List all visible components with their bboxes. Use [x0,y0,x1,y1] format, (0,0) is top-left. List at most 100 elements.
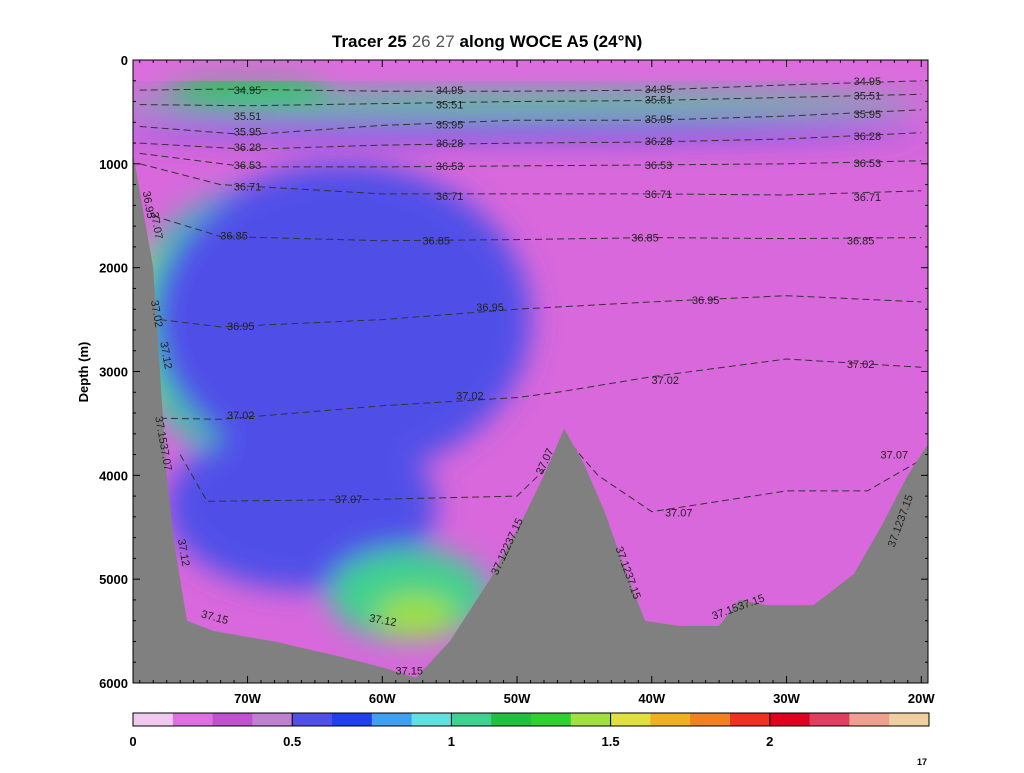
contour-label: 35.51 [234,111,262,123]
colorbar-tick-label: 2 [766,734,773,749]
contour-label: 37.02 [456,390,484,402]
contour-label: 37.02 [227,410,255,422]
contour-label: 35.51 [436,100,464,112]
contour-label: 35.95 [234,127,262,139]
contour-label: 34.95 [436,85,464,97]
title-part-2: 26 [412,32,431,51]
y-axis-label: Depth (m) [76,342,91,403]
y-tick-label: 6000 [99,676,128,691]
contour-label: 36.53 [234,160,262,172]
contour-label: 37.07 [881,450,909,462]
contour-label: 36.28 [645,136,673,148]
colorbar-swatch [610,713,651,726]
contour-label: 37.15 [395,666,423,678]
y-tick-label: 5000 [99,572,128,587]
contour-label: 36.28 [234,142,262,154]
field-blob-3 [153,163,531,476]
contour-label: 36.85 [220,230,248,242]
colorbar: 0 0.5 1 1.5 2 [129,712,930,749]
colorbar-swatch [690,713,731,726]
density-contours [139,80,922,513]
y-tick-label: 0 [121,53,128,68]
colorbar-swatch [332,713,373,726]
title-part-3: 27 [436,32,455,51]
contour-label: 35.95 [436,119,464,131]
colorbar-swatch [769,713,811,726]
colorbar-swatch [133,713,174,726]
colorbar-swatch [889,713,930,726]
contour-label: 35.95 [854,109,882,121]
x-tick-label: 60W [369,691,396,706]
field-shading [133,73,922,642]
colorbar-swatch [371,713,413,726]
contour-label: 36.85 [631,233,659,245]
colorbar-tick-label: 0.5 [283,734,301,749]
contour-line-36-53 [139,152,922,168]
contour-label: 35.95 [645,114,673,126]
title-part-1: Tracer 25 [332,32,407,51]
contour-label: 36.53 [645,160,673,172]
x-tick-label: 50W [504,691,531,706]
contour-label: 35.51 [854,90,882,102]
contour-line-35-51 [139,93,922,107]
contour-label: 36.85 [422,236,450,248]
chart-title: Tracer 25 26 27 along WOCE A5 (24°N) [332,32,642,51]
contour-line-36-28 [139,132,922,150]
colorbar-swatch [730,713,771,726]
field-blob-4 [166,423,437,590]
x-tick-label: 20W [908,691,935,706]
x-tick-label: 70W [234,691,261,706]
contour-line-37-07 [179,443,922,513]
contour-label: 36.28 [854,131,882,143]
contour-label: 37.12 [368,613,397,630]
contour-line-37-02 [159,358,922,420]
colorbar-swatch [411,713,452,726]
contour-line-34-95 [139,80,922,92]
contour-label: 36.95 [140,190,157,219]
colorbar-swatch [252,713,293,726]
colorbar-swatch [650,713,691,726]
contour-label: 36.71 [436,191,464,203]
contour-label: 37.12 [157,341,174,370]
contour-label: 36.71 [854,192,882,204]
contour-label: 34.95 [234,85,262,97]
field-blob-9 [133,124,922,139]
contour-label: 37.02 [148,299,165,328]
colorbar-swatch [849,713,890,726]
contour-label: 34.95 [645,84,673,96]
colorbar-tick-label: 0 [129,734,136,749]
contour-label: 36.95 [227,321,255,333]
contour-label: 36.85 [847,236,875,248]
colorbar-swatch [491,713,532,726]
x-axis: 70W 60W 50W 40W 30W 20W [139,60,935,706]
contour-label: 37.02 [651,375,679,387]
colorbar-swatch [809,713,850,726]
contour-label: 37.12 [175,538,192,567]
contour-label: 37.07 [335,494,363,506]
y-tick-label: 1000 [99,157,128,172]
contour-line-35-95 [139,109,922,136]
contour-label: 37.07 [665,508,693,520]
contour-label: 35.51 [645,94,673,106]
title-part-4: along WOCE A5 (24°N) [460,32,643,51]
y-axis: 0 1000 2000 3000 4000 5000 6000 [99,53,928,691]
y-tick-label: 3000 [99,365,128,380]
contour-line-36-71 [139,163,922,196]
colorbar-swatch [292,713,333,726]
x-tick-label: 30W [773,691,800,706]
contour-label: 36.28 [436,138,464,150]
colorbar-swatch [172,713,214,726]
contour-label: 37.02 [847,359,875,371]
colorbar-tick-label: 1 [448,734,455,749]
tracer-field [133,60,928,642]
colorbar-swatch [570,713,612,726]
colorbar-swatch [212,713,253,726]
corner-label: 17 [917,757,927,767]
contour-label: 36.95 [476,302,504,314]
colorbar-swatch [451,713,492,726]
contour-label: 36.95 [692,295,720,307]
